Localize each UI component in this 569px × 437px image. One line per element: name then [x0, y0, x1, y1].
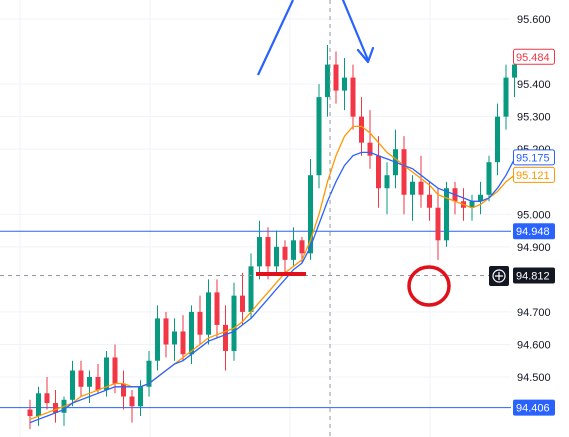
candle-body [138, 386, 143, 407]
price-badge-text: 94.406 [516, 403, 550, 415]
price-badges: 95.484 95.175 95.121 94.948 94.812 94.406 [513, 48, 555, 416]
candle-body [53, 403, 58, 413]
candle-body [87, 377, 92, 387]
price-badge-text: 94.948 [516, 226, 550, 238]
candle-body [274, 246, 279, 267]
candle-body [248, 266, 254, 312]
price-badge-text: 95.121 [516, 170, 550, 182]
price-badge-ma-fast-last: 95.484 [513, 48, 555, 65]
candle-body [503, 77, 509, 117]
candle-body [342, 77, 347, 91]
price-badge-text: 95.175 [516, 152, 550, 164]
moving-averages [29, 125, 516, 424]
price-badge-text: 95.484 [516, 52, 550, 64]
candle-body [333, 64, 339, 91]
price-badge-bg [513, 399, 555, 416]
arrow-up-annotation [257, 0, 294, 76]
candle-body [27, 409, 33, 417]
ma-blue-line [29, 151, 516, 424]
axis-tick-label: 95.000 [517, 209, 551, 221]
candle-body [410, 181, 415, 195]
axis-tick-label: 94.900 [517, 242, 551, 254]
axis-tick-label: 94.600 [517, 339, 551, 351]
price-badge-bg [513, 267, 555, 284]
candle-body [206, 292, 211, 335]
price-badge-hline-lower: 94.406 [513, 399, 555, 416]
candle-body [44, 393, 50, 404]
candle-body [427, 194, 432, 208]
candle-body [95, 377, 101, 391]
candle-body [231, 295, 237, 351]
axis-tick-label: 95.600 [517, 14, 551, 26]
horizontal-lines [0, 230, 511, 409]
circle-annotation [407, 265, 451, 307]
candle-body [223, 324, 228, 351]
candle-body [70, 370, 75, 400]
candle-body [265, 237, 271, 267]
candle-body [435, 207, 441, 241]
price-badge-ma-orange-last: 95.121 [513, 166, 555, 183]
axis-tick-label: 95.400 [517, 79, 551, 91]
price-badge-hline-upper: 94.948 [513, 223, 555, 240]
arrow-down-annotation [341, 0, 375, 64]
candle-body [299, 240, 305, 254]
candle-body [282, 246, 288, 260]
candle-body [146, 360, 152, 387]
crosshair-add-button[interactable] [489, 266, 509, 286]
crosshair [0, 0, 511, 437]
candle-body [291, 240, 296, 260]
candle-body [444, 188, 449, 241]
price-badge-bg [513, 166, 555, 183]
candle-body [180, 331, 186, 355]
candle-body [478, 194, 483, 202]
plus-circle-icon [492, 269, 506, 283]
candle-body [512, 64, 517, 78]
price-badge-bg [513, 223, 555, 240]
candle-body [163, 318, 169, 345]
candle-body [308, 175, 313, 254]
axis-tick-label: 95.300 [517, 112, 551, 124]
price-badge-crosshair: 94.812 [513, 267, 555, 284]
candle-body [418, 181, 424, 195]
price-axis[interactable]: 95.60095.40095.30095.20095.00094.90094.7… [517, 14, 551, 384]
candle-body [469, 201, 475, 208]
candle-body [376, 155, 381, 189]
candle-body [197, 311, 203, 335]
drawing-annotations [256, 0, 451, 307]
candle-body [316, 97, 322, 176]
price-badge-text: 94.812 [516, 270, 550, 282]
price-badge-bg [513, 48, 555, 65]
axis-tick-label: 94.700 [517, 307, 551, 319]
candle-body [129, 396, 135, 407]
candle-body [350, 77, 356, 117]
candle-body [240, 295, 245, 312]
axis-tick-label: 94.500 [517, 372, 551, 384]
price-badge-bg [513, 149, 555, 166]
candle-body [189, 311, 194, 355]
candle-body [495, 116, 500, 163]
candle-body [78, 370, 84, 387]
candle-body [325, 64, 330, 98]
candle-body [367, 142, 373, 156]
candle-body [214, 292, 220, 325]
candle-body [172, 331, 177, 345]
candle-body [359, 116, 364, 143]
candle-body [112, 357, 118, 384]
candlesticks [27, 45, 517, 430]
candle-body [104, 357, 109, 391]
price-badge-ma-blue-last: 95.175 [513, 149, 555, 166]
candle-body [121, 383, 126, 397]
candle-body [257, 237, 262, 267]
candle-body [36, 393, 41, 417]
candle-body [486, 162, 492, 195]
candle-body [155, 318, 160, 361]
ma-orange-line [29, 125, 515, 420]
candle-body [384, 175, 390, 189]
candle-body [401, 149, 407, 195]
